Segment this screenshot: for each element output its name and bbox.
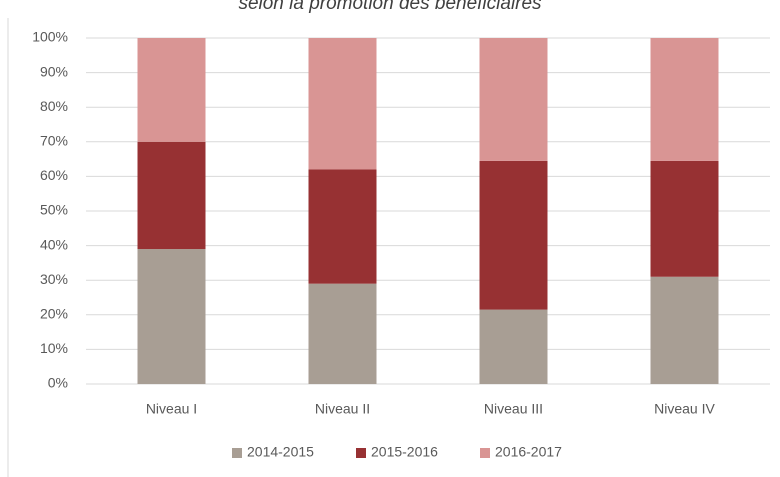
bar-segment — [137, 141, 206, 250]
x-tick-label: Niveau II — [315, 401, 370, 417]
bar-segment — [479, 309, 548, 384]
y-tick-label: 100% — [32, 29, 68, 45]
bar-segment — [137, 38, 206, 142]
y-tick-label: 90% — [40, 63, 68, 79]
x-tick-label: Niveau I — [146, 401, 197, 417]
legend-swatch — [480, 448, 490, 458]
legend-swatch — [232, 448, 242, 458]
y-tick-label: 20% — [40, 306, 68, 322]
chart-title: selon la promotion des bénéficiaires — [238, 0, 542, 14]
y-tick-label: 70% — [40, 133, 68, 149]
bar-segment — [479, 160, 548, 310]
bar-segment — [308, 38, 377, 170]
y-tick-label: 30% — [40, 271, 68, 287]
bar-segment — [650, 276, 719, 384]
bar-segment — [308, 169, 377, 284]
bar-segment — [137, 249, 206, 384]
bar-segment — [479, 38, 548, 161]
x-tick-label: Niveau IV — [654, 401, 715, 417]
legend-label: 2015-2016 — [371, 444, 438, 460]
legend-label: 2016-2017 — [495, 444, 562, 460]
y-tick-label: 50% — [40, 202, 68, 218]
y-tick-label: 40% — [40, 236, 68, 252]
y-tick-label: 80% — [40, 98, 68, 114]
bar-segment — [650, 160, 719, 277]
y-tick-label: 60% — [40, 167, 68, 183]
legend-label: 2014-2015 — [247, 444, 314, 460]
bar-segment — [650, 38, 719, 161]
y-tick-label: 10% — [40, 340, 68, 356]
bar-segment — [308, 283, 377, 384]
y-tick-label: 0% — [48, 375, 68, 391]
legend-swatch — [356, 448, 366, 458]
x-tick-label: Niveau III — [484, 401, 543, 417]
